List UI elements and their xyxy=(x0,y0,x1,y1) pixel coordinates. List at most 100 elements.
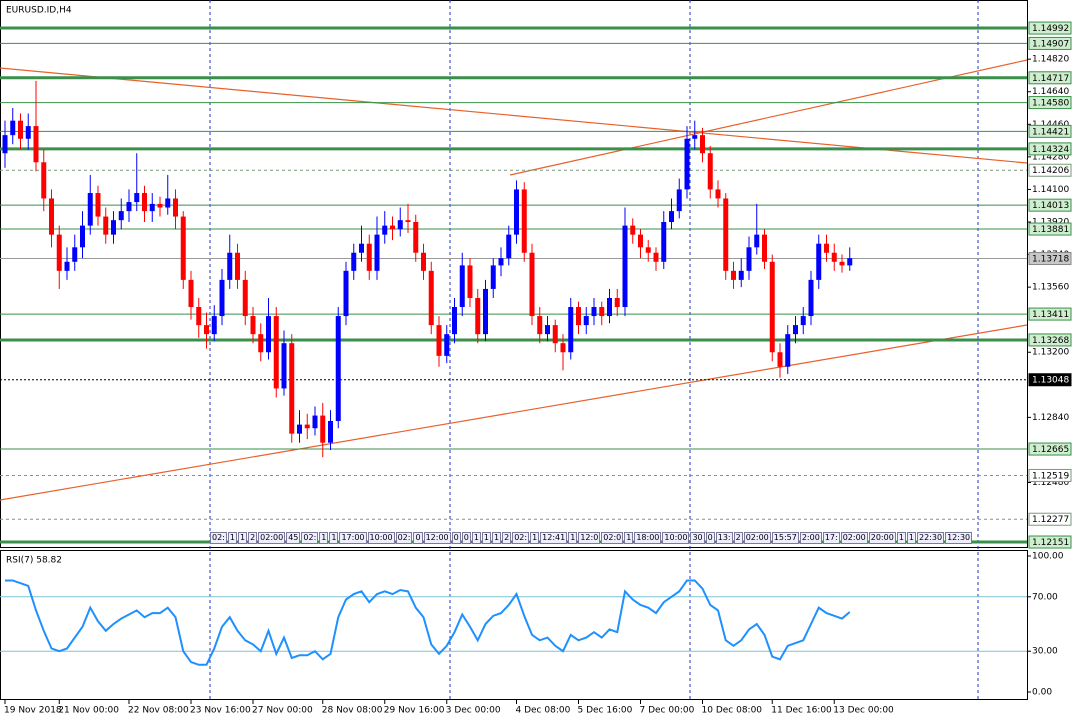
candle-body xyxy=(211,316,217,335)
level-label: 1.14206 xyxy=(1032,166,1069,176)
candle-body xyxy=(568,307,574,353)
candle-body xyxy=(397,220,403,230)
candle-body xyxy=(661,221,667,262)
x-tick-label: 11 Dec 16:00 xyxy=(771,706,832,716)
trendlines xyxy=(0,59,1028,501)
x-tick-label: 23 Nov 16:00 xyxy=(190,706,251,716)
level-label-box xyxy=(1028,163,1072,177)
time-strip-label: 02: xyxy=(512,532,530,544)
candle-body xyxy=(498,258,504,266)
candle-body xyxy=(428,270,434,326)
level-label-box xyxy=(1028,535,1072,549)
x-tick-label: 21 Nov 00:00 xyxy=(58,706,119,716)
x-tick-label: 28 Nov 08:00 xyxy=(322,706,383,716)
candle-body xyxy=(467,265,473,298)
time-strip-label: 10:00 xyxy=(662,532,690,544)
candle-body xyxy=(614,297,620,308)
level-label: 1.14907 xyxy=(1032,39,1069,49)
candle-body xyxy=(118,211,124,221)
candle-body xyxy=(2,135,8,154)
time-strip-label: 15:57 xyxy=(771,532,799,544)
time-strip-label: 1 xyxy=(237,532,248,544)
candle-body xyxy=(490,265,496,289)
time-strip-label: 45 xyxy=(286,532,301,544)
time-strip-label: 12:30 xyxy=(945,532,973,544)
candle-body xyxy=(436,325,442,356)
time-strip-label: 02:00 xyxy=(840,532,868,544)
level-label-box xyxy=(1028,373,1072,387)
y-tick-label: 1.14100 xyxy=(1032,185,1069,195)
level-label-box xyxy=(1028,124,1072,138)
chart-title: EURUSD.ID,H4 xyxy=(6,6,72,16)
candle-body xyxy=(483,288,488,335)
x-tick-label: 5 Dec 16:00 xyxy=(578,706,633,716)
y-tick-label: 1.13560 xyxy=(1032,283,1069,293)
time-strip: 02: 1 1 2 02:00 45 02: 1 1 17:00 10:00 02: 0 12:00 0 0 1… xyxy=(210,532,986,544)
x-tick-label: 19 Nov 2018 xyxy=(4,706,62,716)
rsi-line xyxy=(5,579,851,666)
candle-body xyxy=(576,307,581,326)
candle-body xyxy=(382,225,388,235)
candle-body xyxy=(227,252,233,280)
time-strip-label: 02:0 xyxy=(601,532,624,544)
candle-body xyxy=(800,316,806,326)
level-label-box xyxy=(1028,96,1072,110)
candle-body xyxy=(149,203,155,212)
candle-body xyxy=(808,279,814,317)
candle-body xyxy=(33,126,39,163)
candle-body xyxy=(235,252,240,280)
candle-body xyxy=(351,252,357,271)
level-label-box xyxy=(1028,307,1072,321)
candle-body xyxy=(196,307,202,326)
main-frame xyxy=(0,0,1028,548)
candle-body xyxy=(343,270,349,317)
time-strip-label: 02:00 xyxy=(258,532,286,544)
candle-body xyxy=(583,316,589,326)
time-strip-label: 17:00 xyxy=(339,532,367,544)
time-strip-label: 1 xyxy=(329,532,339,544)
candle-body xyxy=(630,225,636,235)
candle-body xyxy=(134,193,140,203)
level-label: 1.14580 xyxy=(1032,99,1069,109)
candle-body xyxy=(41,162,47,199)
level-label: 1.13048 xyxy=(1032,376,1069,386)
candle-body xyxy=(521,189,527,253)
candle-body xyxy=(204,325,209,335)
y-tick-label: 1.14280 xyxy=(1032,152,1069,162)
candle-body xyxy=(653,252,659,262)
level-label: 1.14992 xyxy=(1032,24,1069,34)
candle-body xyxy=(638,234,643,248)
time-strip-label: 0 xyxy=(705,532,715,544)
time-strip-label: 02: xyxy=(395,532,413,544)
y-tick-label: 1.14640 xyxy=(1032,87,1069,97)
candle-body xyxy=(831,252,837,262)
candle-body xyxy=(366,243,372,271)
time-strip-label: 1 xyxy=(906,532,916,544)
level-label-box xyxy=(1028,252,1072,266)
candle-body xyxy=(622,225,628,308)
candle-body xyxy=(591,307,597,317)
candle-body xyxy=(560,343,566,353)
candle-body xyxy=(374,234,380,271)
y-tick-label: 1.13200 xyxy=(1032,348,1069,358)
level-label: 1.14421 xyxy=(1032,127,1069,137)
candle-body xyxy=(242,279,248,317)
time-strip-label: 2 xyxy=(733,532,743,544)
time-strip-label: 0 xyxy=(413,532,423,544)
y-tick-label: 1.13920 xyxy=(1032,217,1069,227)
candle-body xyxy=(452,307,457,335)
candle-body xyxy=(645,247,651,253)
time-strip-label: 1 xyxy=(896,532,906,544)
candle-body xyxy=(165,198,171,208)
candle-body xyxy=(545,325,550,335)
y-tick-label: 1.12840 xyxy=(1032,413,1069,423)
candle-body xyxy=(514,189,519,235)
candle-body xyxy=(72,247,78,262)
level-label-box xyxy=(1028,442,1072,456)
level-label: 1.12277 xyxy=(1032,515,1069,525)
time-strip-label: 12:00 xyxy=(423,532,451,544)
candle-body xyxy=(266,316,271,353)
time-strip-label: 1 xyxy=(492,532,502,544)
time-strip-label: 13: xyxy=(715,532,733,544)
